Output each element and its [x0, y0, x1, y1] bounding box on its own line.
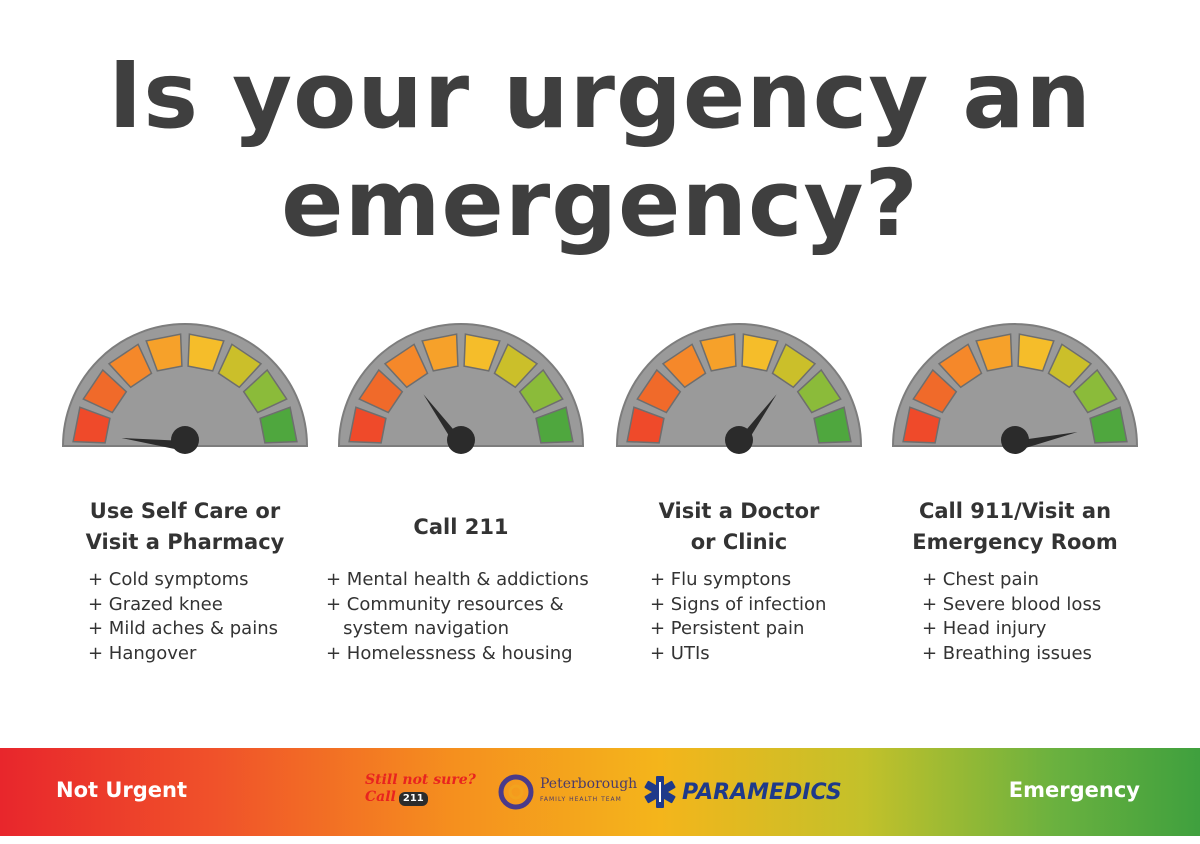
gauge-segment	[771, 343, 817, 389]
list-item: + Breathing issues	[922, 642, 1092, 664]
gauge-segment	[518, 368, 564, 414]
list-item: + Signs of infection	[650, 593, 827, 615]
peterborough-fht-logo: Peterborough FAMILY HEALTH TEAM	[496, 770, 638, 820]
list-item: + Severe blood loss	[922, 593, 1102, 615]
gauge-segment	[661, 343, 707, 389]
gauge-call-211	[330, 318, 592, 468]
swirl-icon	[498, 774, 534, 810]
gauge-doctor	[608, 318, 870, 468]
gauge-dial	[615, 323, 863, 454]
not-urgent-label: Not Urgent	[56, 778, 188, 802]
gauge-segment	[636, 368, 682, 414]
symptom-list: + Mental health & addictions + Community…	[326, 568, 596, 666]
gauge-hub	[171, 426, 199, 454]
column-doctor: Visit a Doctor or Clinic + Flu symptons …	[604, 318, 874, 666]
heading-line: Emergency Room	[912, 530, 1118, 554]
gauge-segment	[937, 343, 983, 389]
gauge-segment	[72, 406, 111, 444]
gauge-hub	[725, 426, 753, 454]
list-item: + Persistent pain	[650, 618, 805, 639]
gauge-segment	[741, 333, 779, 372]
logo-text-line: Call	[365, 789, 396, 805]
list-item: + UTIs	[650, 642, 710, 664]
paramedics-text: PARAMEDICS	[682, 780, 842, 805]
gauge-segment	[187, 333, 225, 372]
gauge-needle	[1013, 432, 1078, 451]
gauge-self-care	[54, 318, 316, 468]
gauge-segment	[1017, 333, 1055, 372]
heading-line: Use Self Care or	[89, 499, 281, 523]
heading-line: or Clinic	[690, 530, 788, 554]
gauge-segment	[902, 406, 941, 444]
column-self-care: Use Self Care or Visit a Pharmacy + Cold…	[50, 318, 320, 666]
heading-line: Visit a Doctor	[658, 499, 820, 523]
list-item: + Grazed knee	[88, 593, 223, 615]
gauge-dial	[337, 323, 585, 454]
gauge-segment	[217, 343, 263, 389]
list-item: + Chest pain	[922, 569, 1039, 590]
star-of-life-icon	[644, 776, 676, 808]
gauge-emergency	[884, 318, 1146, 468]
gauge-segment	[1072, 368, 1118, 414]
gauge-segment	[82, 368, 128, 414]
symptom-list: + Chest pain + Severe blood loss + Head …	[880, 568, 1150, 666]
gauge-segment	[626, 406, 665, 444]
gauge-segment	[259, 406, 298, 444]
column-emergency: Call 911/Visit an Emergency Room + Chest…	[880, 318, 1150, 666]
gauge-segment	[535, 406, 574, 444]
gauge-segment	[1089, 406, 1128, 444]
211-badge: 211	[398, 792, 428, 806]
gauge-segment	[796, 368, 842, 414]
list-item: + Homelessness & housing	[326, 642, 573, 664]
urgency-scale-footer: Not Urgent Still not sure? Call 211 Peter…	[0, 748, 1200, 836]
gauge-dial	[891, 323, 1139, 454]
emergency-label: Emergency	[1008, 778, 1140, 802]
page-title: Is your urgency an emergency?	[0, 42, 1200, 258]
column-heading: Call 211	[326, 496, 596, 558]
gauge-segment	[358, 368, 404, 414]
column-heading: Use Self Care or Visit a Pharmacy	[50, 496, 320, 558]
gauge-segment	[421, 333, 459, 372]
list-item: + Mental health & addictions	[326, 569, 589, 590]
list-item: + Cold symptoms	[88, 569, 249, 590]
gauge-segment	[242, 368, 288, 414]
column-heading: Visit a Doctor or Clinic	[604, 496, 874, 558]
column-heading: Call 911/Visit an Emergency Room	[880, 496, 1150, 558]
gauge-segment	[145, 333, 183, 372]
gauge-needle	[121, 438, 186, 451]
still-not-sure-logo: Still not sure? Call 211	[365, 772, 485, 806]
symptom-list: + Flu symptons + Signs of infection + Pe…	[604, 568, 874, 666]
heading-line: Visit a Pharmacy	[85, 530, 285, 554]
gauge-segment	[975, 333, 1013, 372]
gauge-dial	[61, 323, 309, 454]
list-item: + Mild aches & pains	[88, 618, 278, 639]
column-call-211: Call 211 + Mental health & addictions + …	[326, 318, 596, 666]
gauge-segment	[107, 343, 153, 389]
org-name: Peterborough	[540, 776, 638, 792]
gauge-segment	[348, 406, 387, 444]
gauge-segment	[699, 333, 737, 372]
list-item: + Head injury	[922, 618, 1047, 639]
symptom-list: + Cold symptoms + Grazed knee + Mild ach…	[50, 568, 320, 666]
list-item: + Flu symptons	[650, 569, 792, 590]
list-item: + Hangover	[88, 642, 197, 664]
org-subtitle: FAMILY HEALTH TEAM	[540, 796, 622, 803]
title-line-2: emergency?	[281, 150, 919, 257]
gauge-segment	[1047, 343, 1093, 389]
gauge-segment	[813, 406, 852, 444]
logo-text-line: Still not sure?	[365, 772, 476, 788]
gauge-hub	[447, 426, 475, 454]
list-item: system navigation	[326, 618, 509, 639]
gauge-segment	[493, 343, 539, 389]
gauge-segment	[463, 333, 501, 372]
heading-line: Call 911/Visit an	[918, 499, 1112, 523]
gauge-segment	[383, 343, 429, 389]
title-line-1: Is your urgency an	[108, 42, 1092, 149]
gauge-segment	[912, 368, 958, 414]
heading-line: Call 211	[413, 514, 509, 539]
gauge-hub	[1001, 426, 1029, 454]
list-item: + Community resources &	[326, 593, 564, 615]
